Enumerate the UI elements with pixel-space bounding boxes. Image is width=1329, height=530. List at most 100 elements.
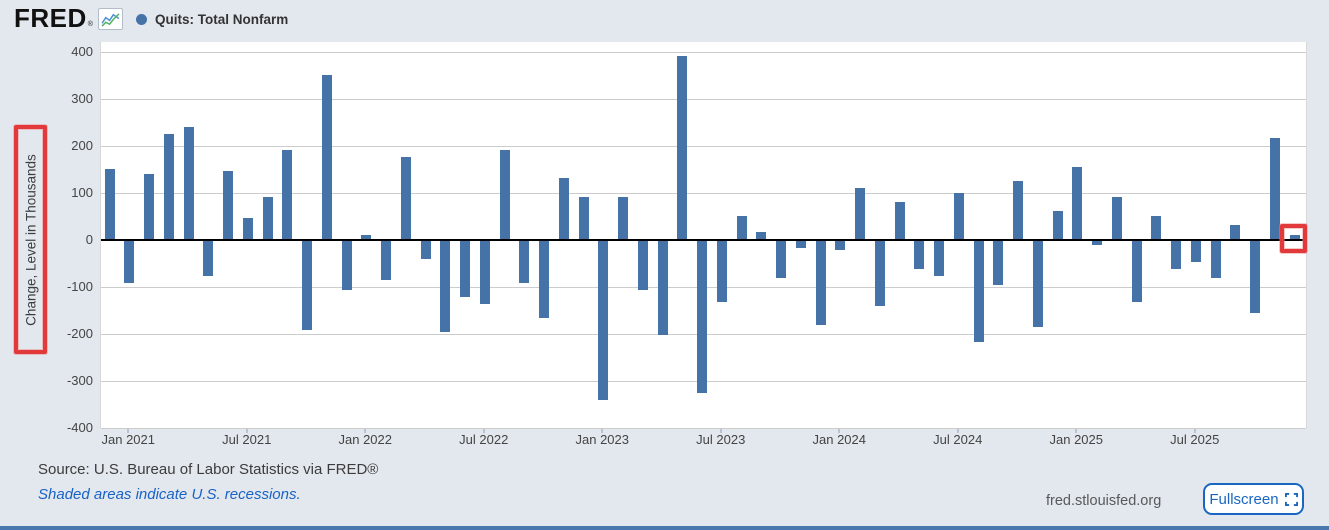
bar-may-2022[interactable] — [440, 240, 451, 333]
bar-aug-2021[interactable] — [262, 197, 273, 240]
bar-nov-2022[interactable] — [558, 178, 569, 240]
bar-jul-2023[interactable] — [716, 240, 727, 302]
bar-feb-2022[interactable] — [381, 240, 391, 281]
y-tick-label--400: -400 — [66, 419, 93, 435]
bar-oct-2025[interactable] — [1250, 240, 1260, 314]
fullscreen-expand-icon — [1284, 492, 1298, 506]
registered-trademark: ® — [87, 21, 93, 28]
bar-dec-2020[interactable] — [104, 169, 115, 240]
chart-plot-area — [100, 42, 1307, 429]
highlight-box-ylabel — [14, 125, 47, 354]
x-tick-label-jan-2022: Jan 2022 — [338, 432, 393, 447]
bar-apr-2023[interactable] — [657, 240, 668, 335]
bar-nov-2021[interactable] — [321, 75, 332, 240]
bar-jun-2024[interactable] — [934, 240, 944, 276]
x-tick-mark — [1075, 428, 1078, 433]
legend-label: Quits: Total Nonfarm — [155, 12, 289, 27]
bar-nov-2024[interactable] — [1032, 240, 1043, 328]
bar-feb-2025[interactable] — [1092, 240, 1102, 246]
bar-jul-2024[interactable] — [953, 192, 964, 240]
recession-note-link[interactable]: Shaded areas indicate U.S. recessions. — [38, 486, 301, 503]
fullscreen-button[interactable]: Fullscreen — [1203, 483, 1304, 515]
bar-jul-2022[interactable] — [479, 240, 490, 304]
bar-may-2023[interactable] — [677, 56, 688, 240]
source-text: Source: U.S. Bureau of Labor Statistics … — [38, 461, 379, 478]
legend-dot-icon — [136, 14, 147, 25]
bar-oct-2022[interactable] — [539, 240, 549, 319]
x-tick-mark — [482, 428, 485, 433]
x-tick-mark — [838, 428, 841, 433]
bar-oct-2021[interactable] — [302, 240, 312, 330]
bar-jun-2021[interactable] — [223, 171, 233, 240]
bar-aug-2022[interactable] — [499, 150, 510, 240]
bar-dec-2022[interactable] — [578, 197, 589, 240]
bar-jan-2023[interactable] — [598, 240, 609, 401]
bar-may-2025[interactable] — [1151, 216, 1162, 240]
bar-feb-2024[interactable] — [855, 187, 865, 240]
bar-apr-2021[interactable] — [183, 126, 194, 240]
x-tick-label-jul-2022: Jul 2022 — [459, 432, 509, 447]
legend[interactable]: Quits: Total Nonfarm — [136, 12, 288, 27]
bar-sep-2025[interactable] — [1230, 225, 1241, 240]
gridline-300 — [101, 98, 1306, 100]
x-tick-label-jan-2023: Jan 2023 — [575, 432, 630, 447]
bar-jun-2025[interactable] — [1171, 240, 1181, 269]
bar-jan-2021[interactable] — [124, 240, 135, 283]
bar-sep-2021[interactable] — [282, 150, 293, 240]
fred-sparkline-icon — [97, 8, 123, 30]
fred-logo[interactable]: FRED ® — [14, 5, 123, 31]
bar-jan-2025[interactable] — [1072, 166, 1083, 240]
bar-sep-2024[interactable] — [993, 240, 1004, 286]
bar-aug-2025[interactable] — [1210, 240, 1221, 279]
bar-dec-2025[interactable] — [1289, 234, 1300, 240]
bar-apr-2024[interactable] — [894, 201, 905, 240]
x-tick-mark — [127, 428, 130, 433]
bar-mar-2024[interactable] — [874, 240, 885, 307]
bar-mar-2023[interactable] — [637, 240, 648, 290]
bar-feb-2021[interactable] — [144, 173, 154, 240]
y-tick-label-100: 100 — [71, 184, 93, 200]
gridline--400 — [101, 427, 1306, 429]
bar-dec-2023[interactable] — [815, 240, 826, 326]
x-tick-label-jul-2021: Jul 2021 — [222, 432, 272, 447]
y-tick-label-300: 300 — [71, 90, 93, 106]
bar-apr-2025[interactable] — [1131, 240, 1142, 302]
x-tick-label-jan-2025: Jan 2025 — [1049, 432, 1104, 447]
highlight-box-last-bar — [1280, 223, 1307, 253]
bar-dec-2024[interactable] — [1052, 211, 1063, 240]
bar-dec-2021[interactable] — [341, 240, 352, 290]
bar-jun-2023[interactable] — [697, 240, 707, 394]
bar-sep-2022[interactable] — [519, 240, 530, 283]
bar-mar-2021[interactable] — [163, 133, 174, 240]
y-tick-label--200: -200 — [66, 325, 93, 341]
x-tick-label-jan-2024: Jan 2024 — [812, 432, 867, 447]
bar-jun-2022[interactable] — [460, 240, 470, 297]
bar-jul-2025[interactable] — [1190, 240, 1201, 262]
bar-feb-2023[interactable] — [618, 197, 628, 240]
fullscreen-button-label: Fullscreen — [1209, 490, 1279, 508]
bar-may-2024[interactable] — [914, 240, 925, 269]
bar-may-2021[interactable] — [203, 240, 214, 276]
bar-oct-2024[interactable] — [1013, 180, 1023, 240]
bar-mar-2025[interactable] — [1111, 197, 1122, 240]
bar-jan-2022[interactable] — [361, 234, 372, 240]
x-tick-mark — [245, 428, 248, 433]
y-tick-label-400: 400 — [71, 43, 93, 59]
x-tick-label-jul-2024: Jul 2024 — [933, 432, 983, 447]
bar-jan-2024[interactable] — [835, 240, 846, 250]
gridline-100 — [101, 192, 1306, 194]
bar-sep-2023[interactable] — [756, 232, 767, 240]
bottom-accent-bar — [0, 526, 1329, 530]
bar-aug-2023[interactable] — [736, 216, 747, 240]
gridline-200 — [101, 145, 1306, 147]
fred-url-link[interactable]: fred.stlouisfed.org — [1046, 493, 1162, 509]
bar-apr-2022[interactable] — [420, 240, 431, 260]
x-tick-mark — [956, 428, 959, 433]
bar-nov-2025[interactable] — [1269, 138, 1280, 240]
bar-nov-2023[interactable] — [795, 240, 806, 248]
y-tick-label--100: -100 — [66, 278, 93, 294]
bar-oct-2023[interactable] — [776, 240, 786, 279]
bar-jul-2021[interactable] — [242, 218, 253, 240]
bar-aug-2024[interactable] — [973, 240, 984, 342]
bar-mar-2022[interactable] — [400, 157, 411, 240]
